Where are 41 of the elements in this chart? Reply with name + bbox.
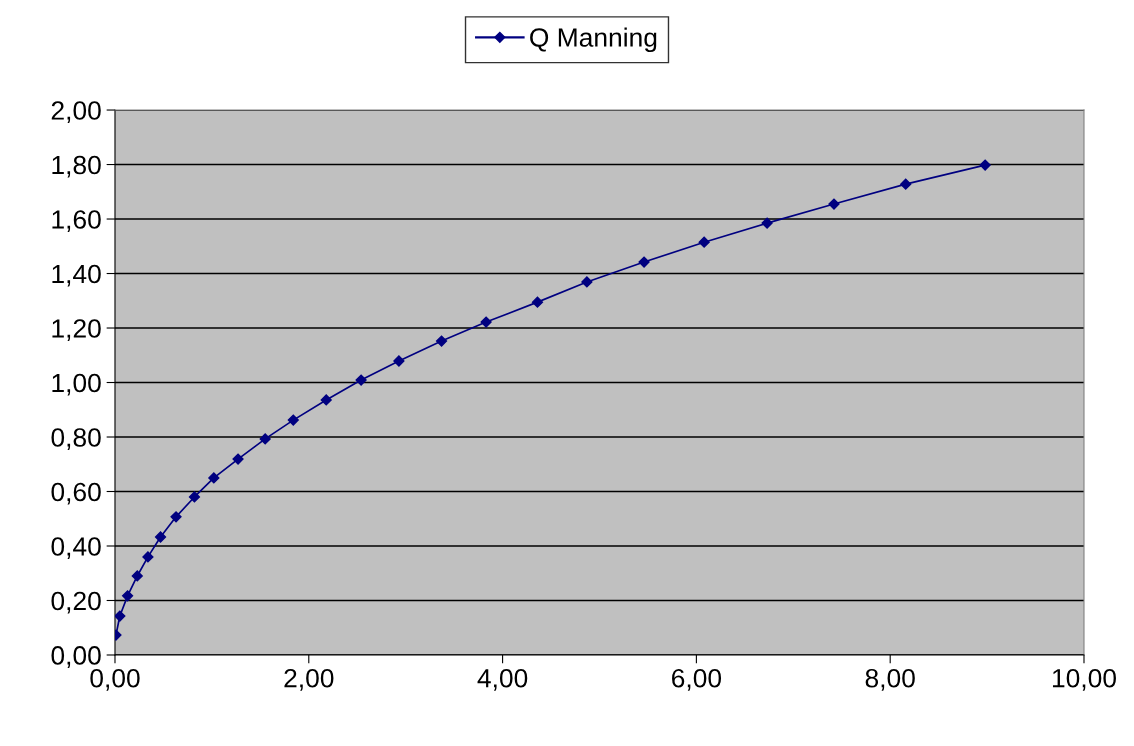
y-tick-label: 1,40 [52, 264, 101, 287]
x-tick-label: 2,00 [284, 668, 334, 691]
x-tick-label: 4,00 [477, 668, 528, 691]
point [638, 256, 650, 268]
y-tick-label: 1,00 [52, 373, 101, 396]
y-tick-label: 0,80 [51, 428, 101, 450]
point [480, 316, 492, 328]
point [979, 159, 991, 171]
point [287, 414, 299, 426]
y-tick-label: 0,20 [51, 591, 101, 614]
point [188, 491, 201, 503]
point [531, 296, 544, 308]
y-tick-label: 0,00 [51, 646, 101, 668]
x-tick-label: 6,00 [672, 668, 722, 691]
x-tick-label: 8,00 [865, 668, 915, 691]
point [320, 394, 332, 406]
y-tick-label: 2,00 [51, 101, 101, 123]
point [114, 610, 126, 622]
y-tick-label: 1,60 [52, 210, 101, 232]
y-tick-label: 0,60 [51, 482, 101, 505]
point [698, 236, 710, 248]
y-tick-label: 1,80 [52, 155, 101, 178]
legend-label: Q Manning [530, 27, 657, 53]
point [900, 178, 912, 190]
point [393, 355, 405, 367]
point [232, 453, 244, 465]
x-tick-label: 0,00 [90, 668, 140, 691]
point [435, 335, 448, 347]
y-tick-label: 1,20 [52, 319, 101, 341]
point [355, 374, 367, 386]
point [121, 590, 134, 602]
x-tick-label: 10,00 [1052, 668, 1116, 691]
point [154, 531, 167, 543]
point [170, 511, 182, 523]
point [581, 276, 593, 288]
point [142, 551, 154, 563]
point [761, 217, 773, 229]
y-tick-label: 0,40 [51, 537, 101, 559]
point [131, 570, 143, 582]
point [208, 472, 220, 484]
point [259, 433, 271, 445]
